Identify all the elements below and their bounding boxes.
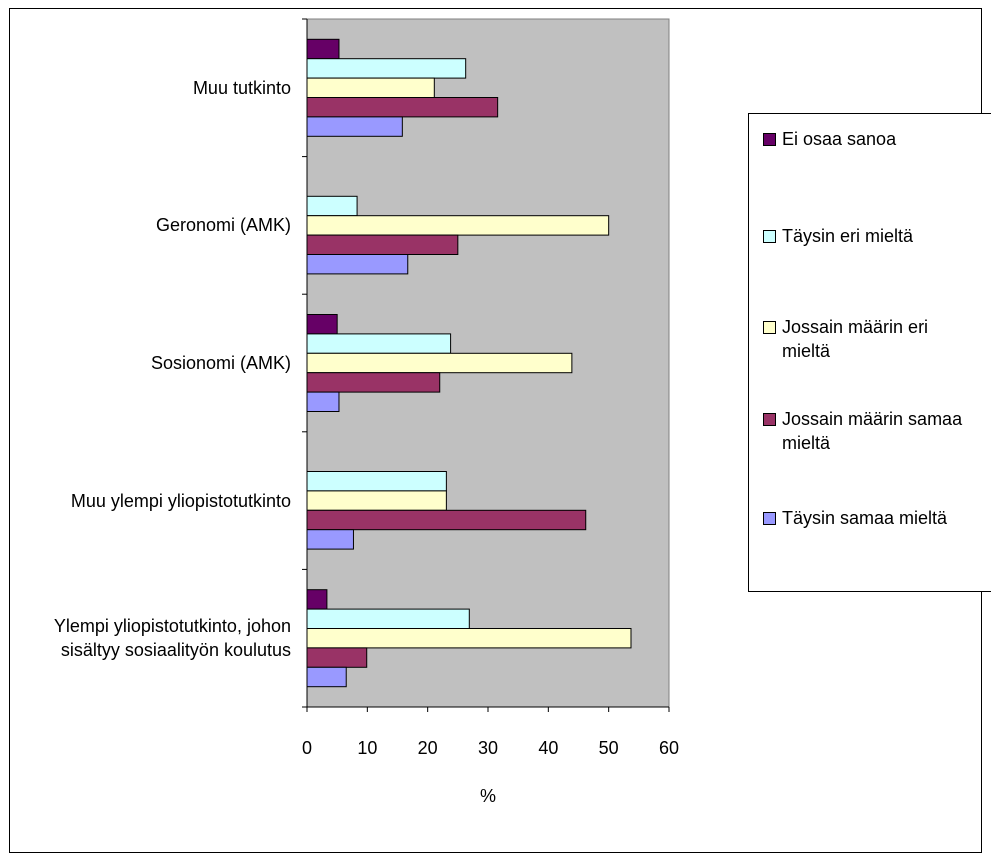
bar-2-3 bbox=[306, 215, 610, 236]
legend-label: Täysin eri mieltä bbox=[782, 224, 913, 248]
category-label: Sosionomi (AMK) bbox=[151, 351, 291, 375]
legend-label: Jossain määrin samaa mieltä bbox=[782, 407, 962, 455]
legend-swatch bbox=[763, 413, 776, 426]
bar-4-2 bbox=[306, 471, 447, 492]
bar-1-4 bbox=[306, 97, 499, 118]
bar-5-3 bbox=[306, 628, 632, 649]
legend-label-line: mieltä bbox=[782, 341, 831, 361]
x-tick-label: 50 bbox=[598, 738, 619, 758]
bar-3-3 bbox=[306, 352, 573, 374]
bar-1-5 bbox=[306, 116, 403, 137]
category-label-line: Ylempi yliopistotutkinto, johon bbox=[53, 616, 291, 637]
legend-swatch bbox=[763, 230, 776, 243]
x-axis-title: % bbox=[479, 786, 496, 806]
bar-4-3 bbox=[306, 490, 447, 511]
x-tick-label: 20 bbox=[417, 738, 438, 758]
category-label-line: Sosionomi (AMK) bbox=[150, 353, 291, 373]
bar-3-5 bbox=[306, 391, 340, 413]
category-label-line: Muu tutkinto bbox=[192, 77, 291, 98]
x-tick-label: 40 bbox=[538, 738, 559, 758]
category-label-line: sisältyy sosiaalityön koulutus bbox=[60, 640, 291, 661]
x-tick-label: 60 bbox=[658, 738, 680, 758]
legend-label-line: Jossain määrin eri bbox=[782, 317, 929, 337]
bar-5-5 bbox=[306, 666, 347, 688]
bar-1-3 bbox=[306, 77, 435, 98]
category-label: Ylempi yliopistotutkinto, johon sisältyy … bbox=[54, 614, 291, 662]
category-label: Geronomi (AMK) bbox=[156, 213, 291, 237]
bar-3-1 bbox=[306, 314, 338, 335]
x-tick-label: 30 bbox=[477, 738, 499, 758]
legend-swatch bbox=[763, 512, 776, 525]
legend-swatch bbox=[763, 133, 776, 146]
bar-5-1 bbox=[306, 589, 328, 610]
bar-5-4 bbox=[306, 647, 368, 668]
legend-label-line: Täysin eri mieltä bbox=[782, 226, 914, 246]
bar-5-2 bbox=[306, 608, 470, 629]
bar-4-5 bbox=[306, 529, 354, 550]
bar-2-5 bbox=[306, 254, 409, 275]
legend-swatch bbox=[763, 321, 776, 334]
legend-label-line: Jossain määrin samaa bbox=[782, 409, 963, 429]
bar-3-4 bbox=[306, 372, 441, 393]
category-label-line: Muu ylempi yliopistotutkinto bbox=[70, 490, 291, 511]
legend-label: Jossain määrin eri mieltä bbox=[782, 315, 928, 363]
category-label: Muu ylempi yliopistotutkinto bbox=[71, 489, 291, 513]
x-tick-label: 10 bbox=[357, 738, 378, 758]
legend-item: Ei osaa sanoa bbox=[763, 127, 991, 151]
legend-item: Täysin eri mieltä bbox=[763, 224, 991, 248]
bar-2-4 bbox=[306, 234, 459, 256]
legend-label-line: Täysin samaa mieltä bbox=[782, 508, 948, 528]
legend-label: Ei osaa sanoa bbox=[782, 127, 896, 151]
legend-label-line: Ei osaa sanoa bbox=[782, 129, 897, 149]
bar-2-2 bbox=[306, 195, 358, 217]
legend-label-line: mieltä bbox=[782, 433, 831, 453]
category-label: Muu tutkinto bbox=[193, 76, 291, 100]
legend-item: Jossain määrin eri mieltä bbox=[763, 315, 991, 363]
legend-label: Täysin samaa mieltä bbox=[782, 506, 947, 530]
bar-1-2 bbox=[306, 58, 467, 79]
legend-item: Täysin samaa mieltä bbox=[763, 506, 991, 530]
x-tick-label: 0 bbox=[301, 738, 312, 758]
category-label-line: Geronomi (AMK) bbox=[155, 215, 291, 236]
bar-3-2 bbox=[306, 333, 452, 354]
bar-1-1 bbox=[306, 38, 340, 60]
bar-4-4 bbox=[306, 509, 587, 531]
chart-legend: Ei osaa sanoa Täysin eri mieltä Jossain mä… bbox=[748, 113, 991, 592]
legend-item: Jossain määrin samaa mieltä bbox=[763, 407, 991, 455]
